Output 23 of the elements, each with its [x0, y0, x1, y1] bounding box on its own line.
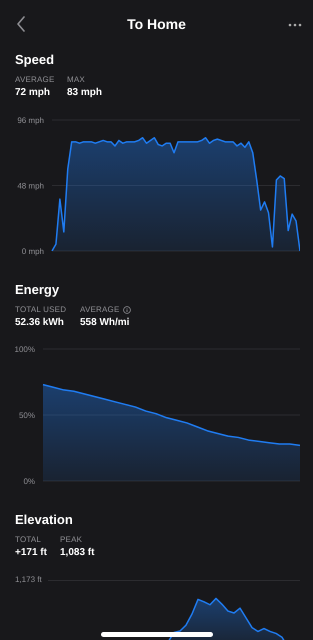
text: To Home [126, 16, 187, 32]
text: 1,173 ft [15, 575, 42, 584]
text: TOTAL USED [15, 305, 66, 314]
text: AVERAGE [80, 305, 120, 314]
text: 52.36 kWh [15, 317, 64, 328]
y-tick-label: 48 mph [17, 181, 44, 190]
y-tick-label: 50% [18, 410, 35, 420]
text: 1,083 ft [60, 547, 94, 558]
y-tick-label: 0% [23, 476, 35, 486]
text: PEAK [60, 535, 82, 544]
y-tick-label: 96 mph [17, 116, 44, 125]
y-tick-label: 0 mph [22, 246, 44, 256]
text: 72 mph [15, 87, 50, 98]
text: 83 mph [67, 87, 102, 98]
chart-title: Speed [15, 52, 54, 67]
text: AVERAGE [15, 75, 54, 84]
chart-title: Elevation [15, 512, 73, 527]
chart-title: Energy [15, 282, 60, 297]
y-tick-label: 100% [14, 344, 35, 354]
text: TOTAL [15, 535, 42, 544]
text: MAX [67, 75, 85, 84]
text: 558 Wh/mi [80, 317, 130, 328]
text: +171 ft [15, 547, 47, 558]
